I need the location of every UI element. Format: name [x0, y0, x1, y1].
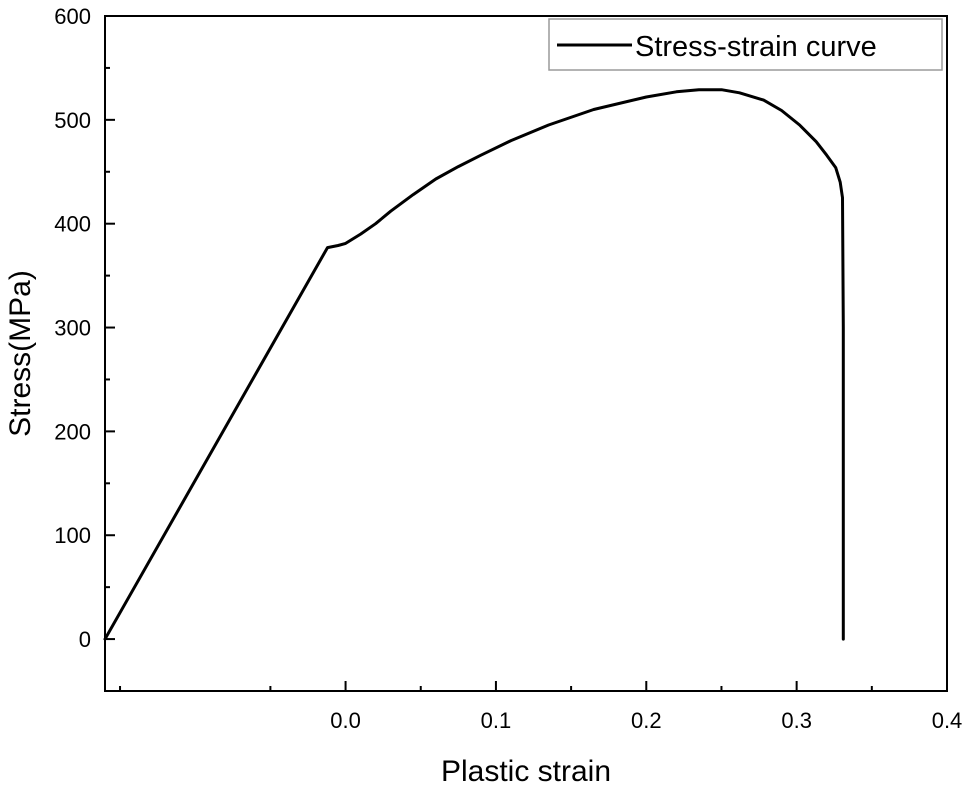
- x-axis-title: Plastic strain: [441, 755, 611, 786]
- y-tick-label: 300: [54, 316, 91, 341]
- y-tick-label: 600: [54, 4, 91, 29]
- y-tick-label: 400: [54, 212, 91, 237]
- y-tick-label: 500: [54, 108, 91, 133]
- legend: Stress-strain curve: [548, 18, 943, 71]
- x-tick-label: 0.4: [932, 708, 963, 733]
- x-axis-ticks: 0.0 0.1 0.2 0.3 0.4: [119, 681, 963, 733]
- y-tick-label: 0: [79, 627, 91, 652]
- x-tick-label: 0.0: [330, 708, 361, 733]
- x-tick-label: 0.3: [781, 708, 812, 733]
- y-tick-label: 200: [54, 419, 91, 444]
- plot-area: [103, 88, 845, 641]
- x-tick-label: 0.2: [631, 708, 662, 733]
- axes: [104, 15, 948, 692]
- stress-strain-series-line: [103, 88, 845, 641]
- y-axis-ticks: 0 100 200 300 400 500 600: [54, 4, 115, 692]
- y-axis-title: Stress(MPa): [4, 270, 37, 437]
- axes-frame: [104, 15, 948, 692]
- x-tick-label: 0.1: [481, 708, 512, 733]
- legend-label: Stress-strain curve: [635, 31, 877, 63]
- y-tick-label: 100: [54, 523, 91, 548]
